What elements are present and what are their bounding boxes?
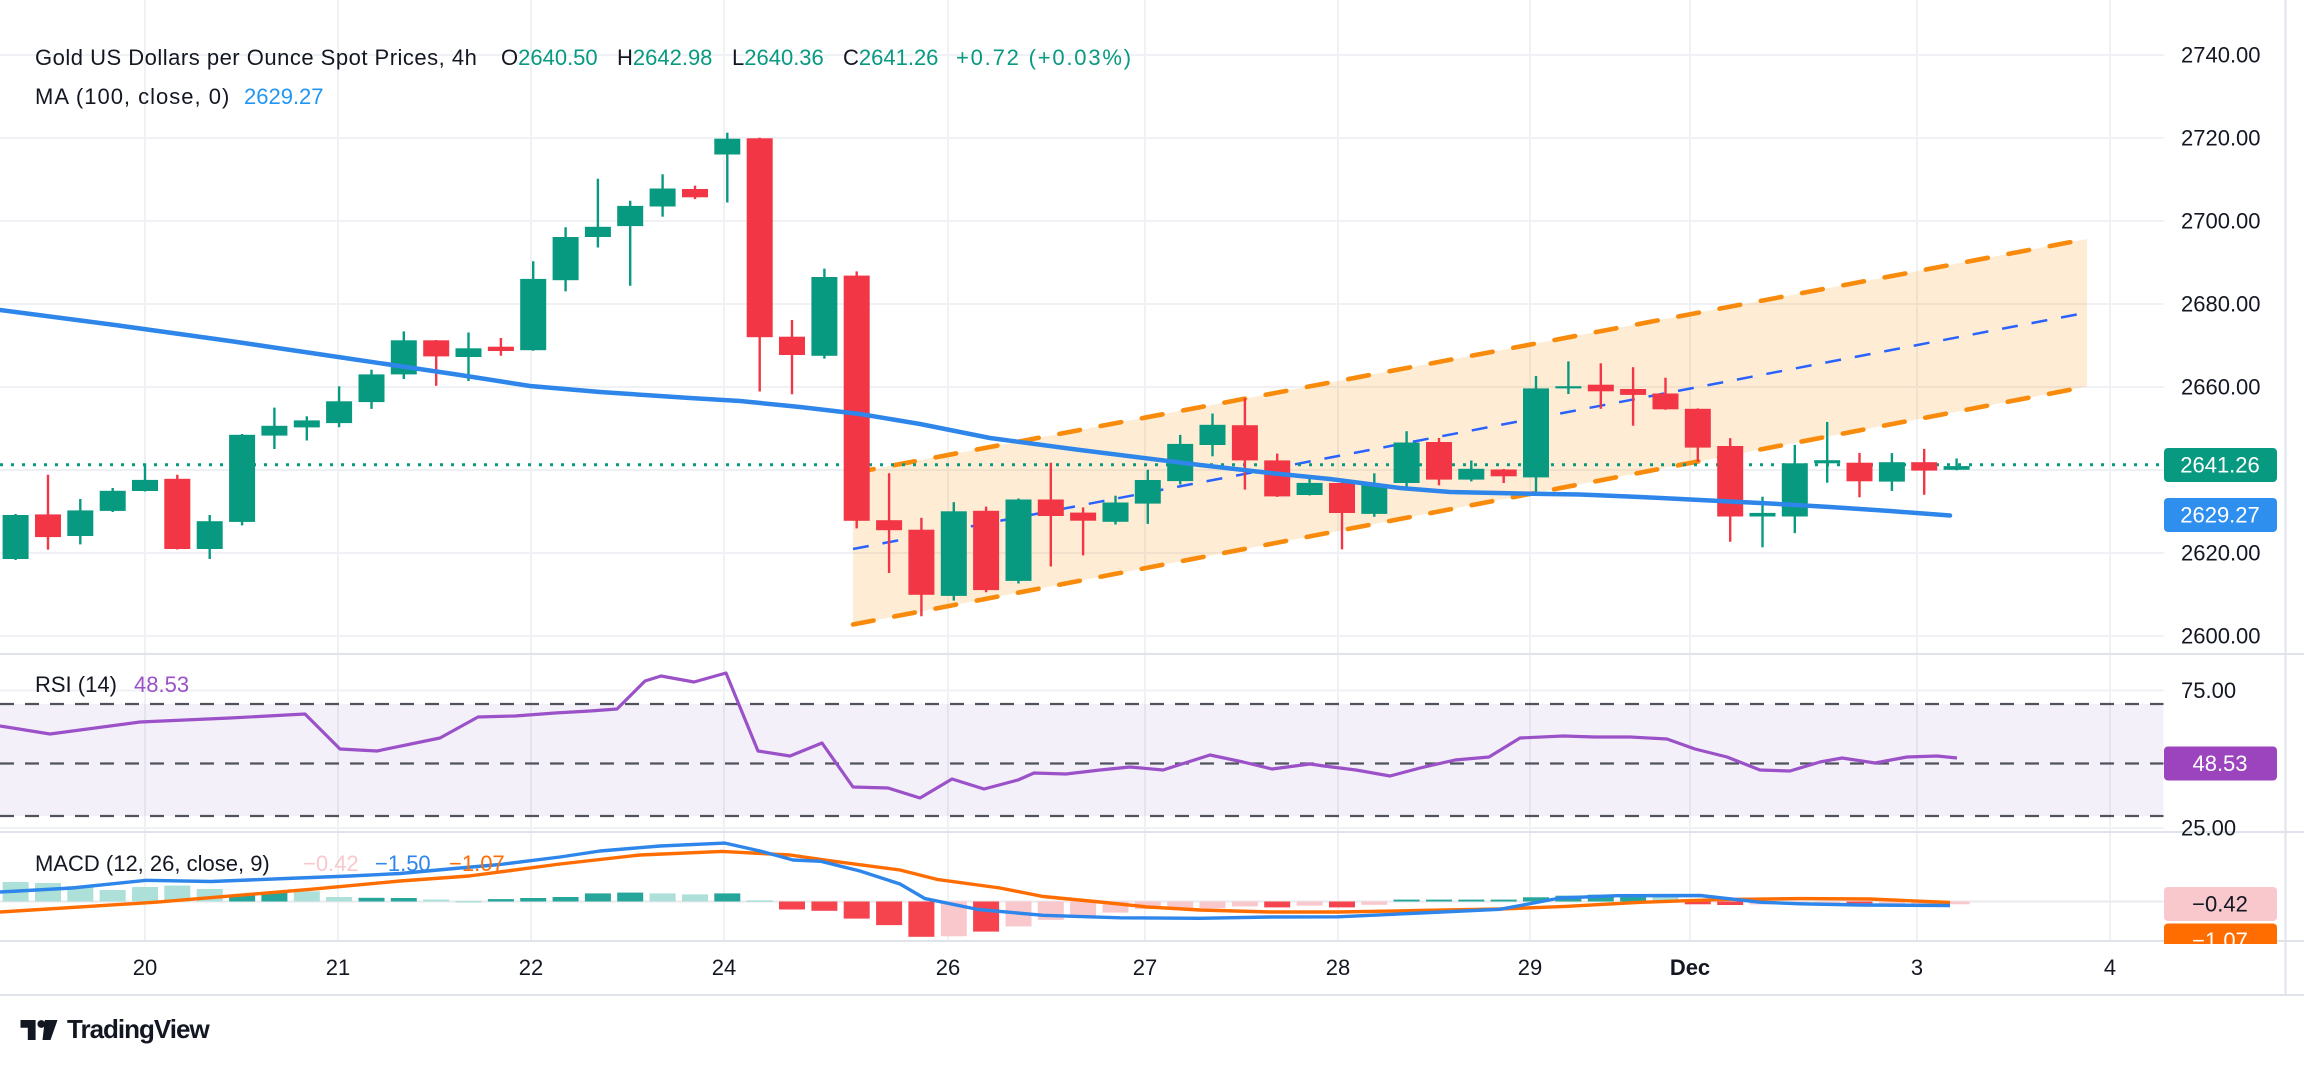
svg-text:2660.00: 2660.00 — [2181, 375, 2261, 400]
svg-text:L2640.36: L2640.36 — [732, 45, 824, 70]
svg-text:48.53: 48.53 — [2192, 751, 2247, 776]
svg-text:2629.27: 2629.27 — [244, 84, 324, 109]
svg-text:Dec: Dec — [1670, 955, 1710, 980]
svg-text:2629.27: 2629.27 — [2180, 503, 2260, 528]
svg-text:2641.26: 2641.26 — [2180, 453, 2260, 478]
svg-text:24: 24 — [712, 955, 736, 980]
svg-text:+0.72 (+0.03%): +0.72 (+0.03%) — [956, 45, 1133, 70]
svg-text:−1.07: −1.07 — [449, 851, 505, 876]
svg-text:20: 20 — [133, 955, 157, 980]
svg-text:28: 28 — [1326, 955, 1350, 980]
svg-text:3: 3 — [1911, 955, 1923, 980]
svg-text:26: 26 — [936, 955, 960, 980]
svg-text:H2642.98: H2642.98 — [617, 45, 712, 70]
svg-text:TradingView: TradingView — [67, 1014, 210, 1044]
svg-text:Gold US Dollars per Ounce Spot: Gold US Dollars per Ounce Spot Prices, 4… — [35, 45, 477, 70]
svg-text:RSI (14): RSI (14) — [35, 672, 117, 697]
svg-text:−1.07: −1.07 — [2192, 928, 2248, 953]
svg-text:27: 27 — [1133, 955, 1157, 980]
svg-text:75.00: 75.00 — [2181, 678, 2236, 703]
svg-text:2700.00: 2700.00 — [2181, 209, 2261, 234]
svg-text:29: 29 — [1518, 955, 1542, 980]
svg-text:C2641.26: C2641.26 — [843, 45, 938, 70]
svg-text:2680.00: 2680.00 — [2181, 292, 2261, 317]
svg-text:MA (100, close, 0): MA (100, close, 0) — [35, 84, 230, 109]
svg-text:−0.42: −0.42 — [2192, 892, 2248, 917]
svg-text:−0.42: −0.42 — [303, 851, 359, 876]
svg-text:−1.50: −1.50 — [375, 851, 431, 876]
svg-text:2620.00: 2620.00 — [2181, 541, 2261, 566]
svg-text:2720.00: 2720.00 — [2181, 126, 2261, 151]
svg-text:2740.00: 2740.00 — [2181, 43, 2261, 68]
svg-text:2600.00: 2600.00 — [2181, 624, 2261, 649]
svg-text:4: 4 — [2104, 955, 2116, 980]
svg-text:21: 21 — [326, 955, 350, 980]
svg-text:22: 22 — [519, 955, 543, 980]
svg-text:MACD (12, 26, close, 9): MACD (12, 26, close, 9) — [35, 851, 270, 876]
svg-text:48.53: 48.53 — [134, 672, 189, 697]
svg-text:O2640.50: O2640.50 — [501, 45, 598, 70]
svg-text:25.00: 25.00 — [2181, 816, 2236, 841]
